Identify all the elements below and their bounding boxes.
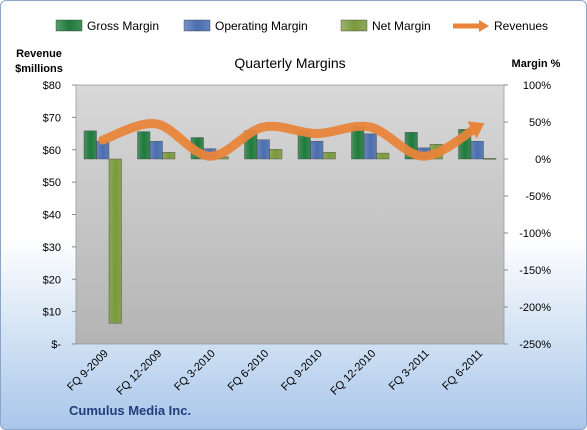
left-tick-label: $50 [43, 177, 61, 189]
right-axis-title: Margin % [512, 58, 561, 70]
right-tick-label: 100% [523, 80, 551, 92]
right-tick-label: -250% [519, 339, 551, 351]
legend-swatch [183, 19, 211, 32]
legend-label: Operating Margin [215, 19, 308, 33]
category-label: FQ 12-2009 [114, 348, 164, 398]
bar-net-margin [483, 158, 497, 160]
left-axis-title-units: $millions [15, 63, 63, 75]
bar-gross-margin [137, 131, 151, 160]
left-axis-title: Revenue [16, 48, 62, 60]
left-tick-label: $70 [43, 112, 61, 124]
left-tick-label: $10 [43, 307, 61, 319]
bar-net-margin [108, 158, 122, 324]
category-label: FQ 6-2010 [226, 348, 272, 394]
right-tick-label: -100% [519, 228, 551, 240]
right-tick-label: 50% [529, 117, 551, 129]
category-label: FQ 9-2010 [279, 348, 325, 394]
revenues-line [98, 119, 482, 161]
right-tick-label: 0% [535, 154, 551, 166]
bar-operating-margin [363, 133, 377, 160]
company-name: Cumulus Media Inc. [69, 403, 191, 418]
bar-net-margin [162, 152, 176, 160]
category-label: FQ 6-2011 [440, 348, 485, 393]
bar-operating-margin [310, 141, 324, 160]
revenues-arrowhead [467, 121, 485, 139]
right-tick-label: -200% [519, 302, 551, 314]
legend-label: Revenues [494, 19, 548, 33]
left-tick-label: $- [51, 339, 61, 351]
category-label: FQ 3-2010 [172, 348, 218, 394]
left-tick-label: $30 [43, 242, 61, 254]
chart-title: Quarterly Margins [234, 55, 345, 71]
bar-net-margin [376, 152, 390, 160]
category-label: FQ 3-2011 [387, 348, 432, 393]
left-tick-label: $60 [43, 145, 61, 157]
category-label: FQ 12-2010 [328, 348, 378, 398]
left-tick-label: $20 [43, 274, 61, 286]
right-tick-label: -50% [525, 191, 551, 203]
bar-operating-margin [149, 141, 163, 160]
bar-net-margin [322, 152, 336, 160]
bar-operating-margin [470, 141, 484, 160]
category-label: FQ 9-2009 [65, 348, 111, 394]
bar-net-margin [269, 149, 283, 160]
legend-swatch [55, 19, 83, 32]
legend-swatch [340, 19, 368, 32]
bar-operating-margin [256, 139, 270, 160]
legend-label: Gross Margin [87, 19, 159, 33]
bar-gross-margin [83, 130, 97, 160]
left-tick-label: $80 [43, 80, 61, 92]
left-tick-label: $40 [43, 210, 61, 222]
legend-label: Net Margin [372, 19, 431, 33]
right-tick-label: -150% [519, 265, 551, 277]
legend-arrow-revenues [479, 20, 489, 32]
